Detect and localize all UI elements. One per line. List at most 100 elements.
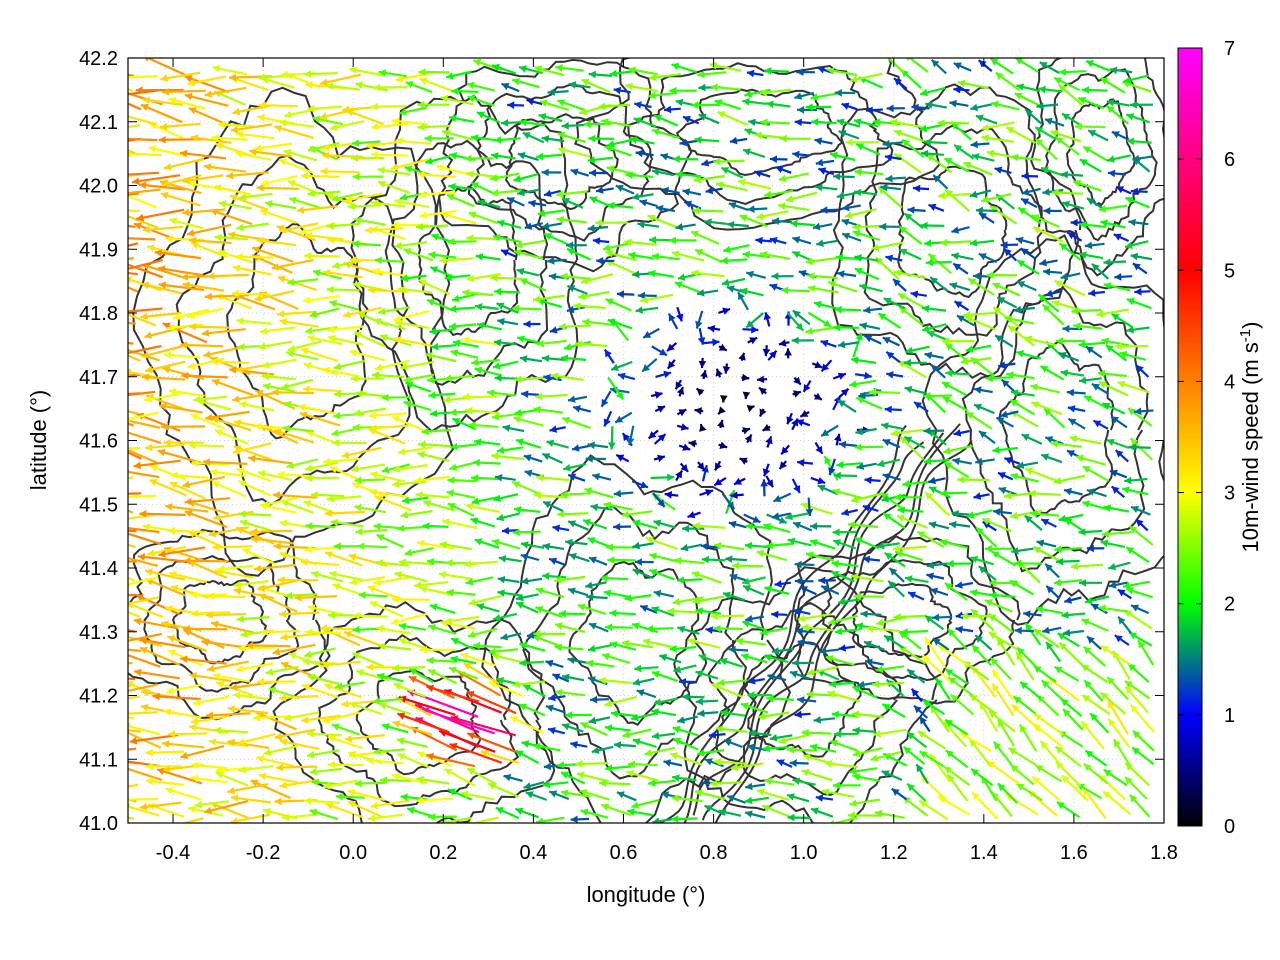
wind-arrow-head [451,638,460,645]
wind-arrow [698,654,722,665]
wind-arrow [535,606,563,618]
wind-arrow-head [1010,764,1019,773]
wind-arrow-head [695,697,704,706]
wind-arrow [863,640,885,651]
wind-arrow [875,665,905,674]
wind-arrow [133,617,179,630]
wind-arrow-head [881,770,890,778]
wind-arrow-head [94,476,101,484]
contour-line [417,185,520,337]
wind-arrow-head [193,698,201,707]
wind-arrow [1009,763,1035,786]
contour-line [1044,68,1158,242]
wind-arrow-head [640,605,649,613]
wind-arrow-shaft [128,596,160,605]
wind-arrow-head [191,761,199,770]
wind-arrow-head [757,712,766,721]
wind-arrow-head [294,593,302,602]
wind-arrow-shaft [133,670,180,680]
wind-arrow [636,689,657,699]
wind-arrow [918,715,931,733]
wind-arrow-head [1100,692,1109,700]
wind-arrow-head [392,720,401,728]
wind-arrow-head [140,703,149,712]
wind-arrow [906,731,928,749]
wind-arrow-head [370,601,379,609]
wind-arrow-head [238,644,246,652]
wind-arrow [533,629,566,638]
wind-arrow [1023,610,1042,618]
wind-arrow-head [397,753,406,761]
wind-arrow [918,799,949,821]
wind-arrow [713,758,748,766]
wind-arrow-head [806,690,814,699]
wind-arrow [205,611,247,619]
wind-arrow [794,710,811,719]
wind-arrow-head [348,800,357,808]
wind-arrow [279,610,320,618]
wind-arrow [947,676,973,697]
wind-arrow-head [352,652,361,660]
wind-arrow-head [710,779,718,788]
wind-arrow-head [605,764,613,772]
wind-arrow-head [907,783,915,792]
wind-arrow-head [230,817,239,823]
wind-arrow [719,657,743,668]
wind-arrow-head [955,625,963,634]
wind-arrow [358,591,388,599]
wind-arrow-head [344,735,353,743]
wind-arrow [631,799,660,809]
wind-arrow-head [444,617,453,625]
contour-line [851,582,953,659]
wind-arrow-head [1055,761,1064,770]
wind-arrow [263,745,298,756]
wind-arrow [532,742,561,752]
wind-arrow-head [97,533,105,540]
wind-arrow-head [672,725,681,734]
wind-arrow [852,747,883,758]
wind-arrow [118,710,158,718]
wind-arrow [1016,646,1038,669]
wind-arrow-head [695,670,704,678]
wind-arrow [667,607,700,615]
wind-arrow-head [776,759,785,767]
wind-arrow-head [118,710,125,718]
wind-arrow [352,612,389,620]
wind-arrow [874,809,905,819]
wind-arrow [463,662,500,685]
wind-arrow [460,790,495,801]
wind-arrow-shaft [128,729,141,733]
wind-arrow [525,791,547,801]
wind-arrow-head [713,624,721,633]
wind-arrow [343,631,383,648]
wind-arrow-head [358,591,366,599]
wind-arrow-head [1103,769,1112,777]
wind-arrow-head [211,620,219,629]
wind-arrow [468,594,502,606]
wind-arrow-head [168,649,177,657]
wind-arrow [760,626,788,636]
wind-arrow-head [280,633,288,641]
wind-arrow-head [341,700,349,708]
wind-arrow-head [279,694,287,702]
wind-arrow [717,678,748,687]
wind-arrow-head [190,590,198,599]
wind-arrow-head [1016,783,1025,791]
wind-arrow [448,666,479,680]
wind-arrow-head [140,647,148,654]
wind-arrow [580,808,609,819]
wind-arrow [642,638,675,649]
wind-arrow [1031,775,1061,802]
wind-arrow [488,647,519,656]
wind-arrow [139,636,186,649]
wind-arrow-head [467,630,476,639]
wind-arrow-shaft [426,753,476,768]
wind-arrow-head [113,523,120,531]
wind-arrow [601,652,631,664]
contour-line [467,83,654,242]
wind-arrow [373,697,404,705]
wind-arrow-head [591,746,600,754]
wind-arrow [139,801,182,811]
wind-arrow-head [825,655,834,663]
wind-arrow [610,710,637,718]
